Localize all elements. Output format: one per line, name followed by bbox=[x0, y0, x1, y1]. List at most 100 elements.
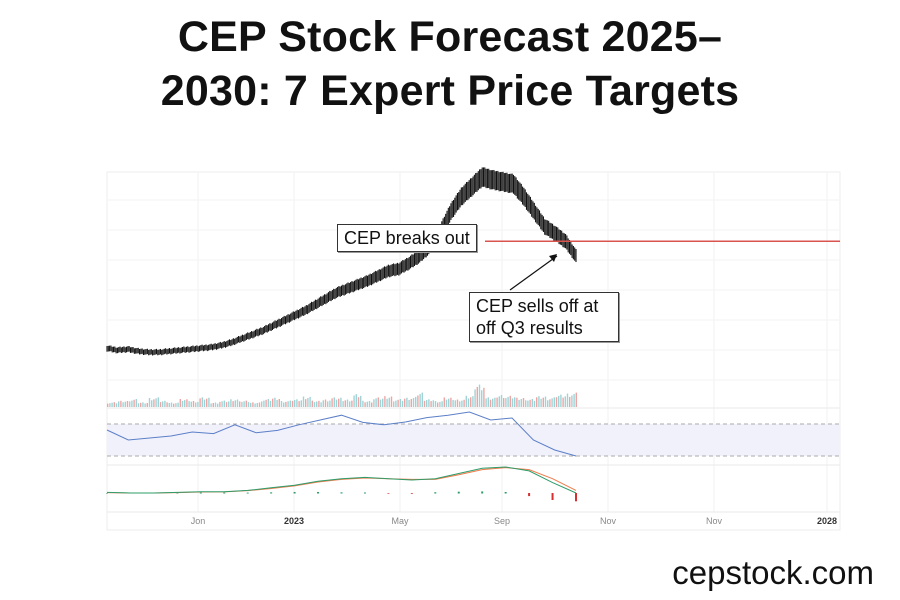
volume-bar bbox=[258, 402, 261, 407]
volume-bar bbox=[254, 403, 256, 407]
volume-bar bbox=[223, 400, 225, 407]
volume-bar bbox=[177, 402, 179, 407]
volume-bar bbox=[421, 392, 423, 407]
volume-bar bbox=[410, 399, 412, 407]
volume-bar bbox=[313, 402, 316, 407]
volume-bar bbox=[155, 398, 157, 407]
volume-bar bbox=[542, 397, 544, 407]
volume-bar bbox=[118, 401, 120, 407]
volume-bar bbox=[494, 397, 496, 407]
volume-bar bbox=[373, 399, 375, 407]
volume-bar bbox=[316, 401, 318, 407]
volume-bar bbox=[241, 401, 243, 407]
volume-bar bbox=[560, 394, 562, 407]
macd-histogram-bar bbox=[106, 493, 108, 494]
volume-bar bbox=[525, 400, 527, 407]
volume-bar bbox=[439, 401, 441, 407]
volume-bar bbox=[520, 399, 522, 407]
volume-bar bbox=[353, 395, 355, 407]
macd-histogram-bar bbox=[575, 493, 577, 502]
volume-bar bbox=[448, 398, 450, 407]
volume-bar bbox=[296, 399, 298, 407]
macd-histogram-bar bbox=[223, 492, 226, 494]
volume-bar bbox=[368, 401, 371, 407]
volume-bar bbox=[140, 402, 142, 407]
annotation-selloff-line-2: off Q3 results bbox=[476, 318, 583, 338]
volume-bar bbox=[287, 401, 289, 407]
volume-bar bbox=[415, 396, 417, 407]
volume-bar bbox=[175, 403, 177, 407]
volume-bar bbox=[256, 403, 258, 407]
volume-bar bbox=[551, 398, 553, 407]
volume-bar bbox=[547, 400, 549, 407]
volume-bar bbox=[417, 395, 419, 407]
volume-bar bbox=[120, 400, 122, 407]
volume-bar bbox=[148, 398, 151, 407]
volume-bar bbox=[492, 398, 494, 407]
volume-bar bbox=[533, 400, 536, 407]
headline-line-2: 2030: 7 Expert Price Targets bbox=[160, 67, 740, 115]
volume-bar bbox=[474, 389, 476, 407]
volume-bar bbox=[324, 399, 327, 407]
volume-bar bbox=[553, 397, 555, 407]
volume-bar bbox=[300, 400, 302, 407]
volume-bar bbox=[137, 403, 140, 407]
volume-bar bbox=[467, 398, 470, 407]
volume-bar bbox=[234, 400, 236, 407]
volume-bar bbox=[514, 397, 516, 407]
volume-bar bbox=[566, 393, 569, 407]
volume-bar bbox=[265, 399, 267, 407]
volume-bar bbox=[346, 399, 349, 407]
volume-bar bbox=[388, 397, 390, 407]
volume-bar bbox=[487, 397, 489, 407]
volume-bar bbox=[540, 398, 542, 407]
volume-bar bbox=[483, 387, 485, 407]
volume-bar bbox=[441, 401, 443, 407]
volume-bar bbox=[289, 400, 291, 407]
volume-bar bbox=[225, 402, 228, 407]
volume-bar bbox=[320, 402, 322, 407]
volume-pane bbox=[107, 384, 577, 407]
headline-line-1: CEP Stock Forecast 2025– bbox=[177, 13, 723, 61]
volume-bar bbox=[252, 402, 254, 407]
volume-bar bbox=[192, 401, 195, 407]
volume-bar bbox=[243, 401, 245, 407]
volume-bar bbox=[307, 398, 309, 407]
volume-bar bbox=[181, 400, 184, 407]
volume-bar bbox=[375, 398, 377, 407]
volume-bar bbox=[250, 402, 252, 407]
volume-bar bbox=[505, 398, 507, 407]
volume-bar bbox=[489, 399, 492, 407]
volume-bar bbox=[142, 402, 144, 407]
volume-bar bbox=[294, 400, 296, 407]
volume-bar bbox=[500, 395, 503, 407]
volume-bar bbox=[360, 395, 362, 407]
annotation-arrow bbox=[509, 255, 558, 291]
macd-pane bbox=[106, 466, 577, 502]
volume-bar bbox=[401, 400, 404, 407]
volume-bar bbox=[450, 397, 452, 407]
volume-bar bbox=[390, 396, 393, 407]
macd-histogram-bar bbox=[457, 491, 460, 494]
volume-bar bbox=[115, 403, 118, 407]
volume-bar bbox=[311, 400, 313, 407]
volume-bar bbox=[470, 397, 472, 407]
volume-bar bbox=[210, 403, 212, 407]
volume-bar bbox=[437, 402, 439, 407]
volume-bar bbox=[399, 399, 401, 407]
volume-bar bbox=[331, 398, 333, 407]
volume-bar bbox=[168, 403, 170, 407]
volume-bar bbox=[298, 401, 300, 407]
volume-bar bbox=[184, 400, 186, 407]
headline: CEP Stock Forecast 2025– 2030: 7 Expert … bbox=[0, 10, 900, 118]
volume-bar bbox=[428, 399, 430, 407]
volume-bar bbox=[536, 397, 538, 407]
volume-bar bbox=[452, 399, 454, 407]
volume-bar bbox=[571, 395, 573, 407]
volume-bar bbox=[305, 399, 307, 407]
volume-bar bbox=[419, 394, 421, 407]
macd-histogram-bar bbox=[528, 493, 531, 497]
rsi-line bbox=[106, 411, 577, 457]
volume-bar bbox=[395, 400, 397, 407]
volume-bar bbox=[344, 400, 346, 407]
